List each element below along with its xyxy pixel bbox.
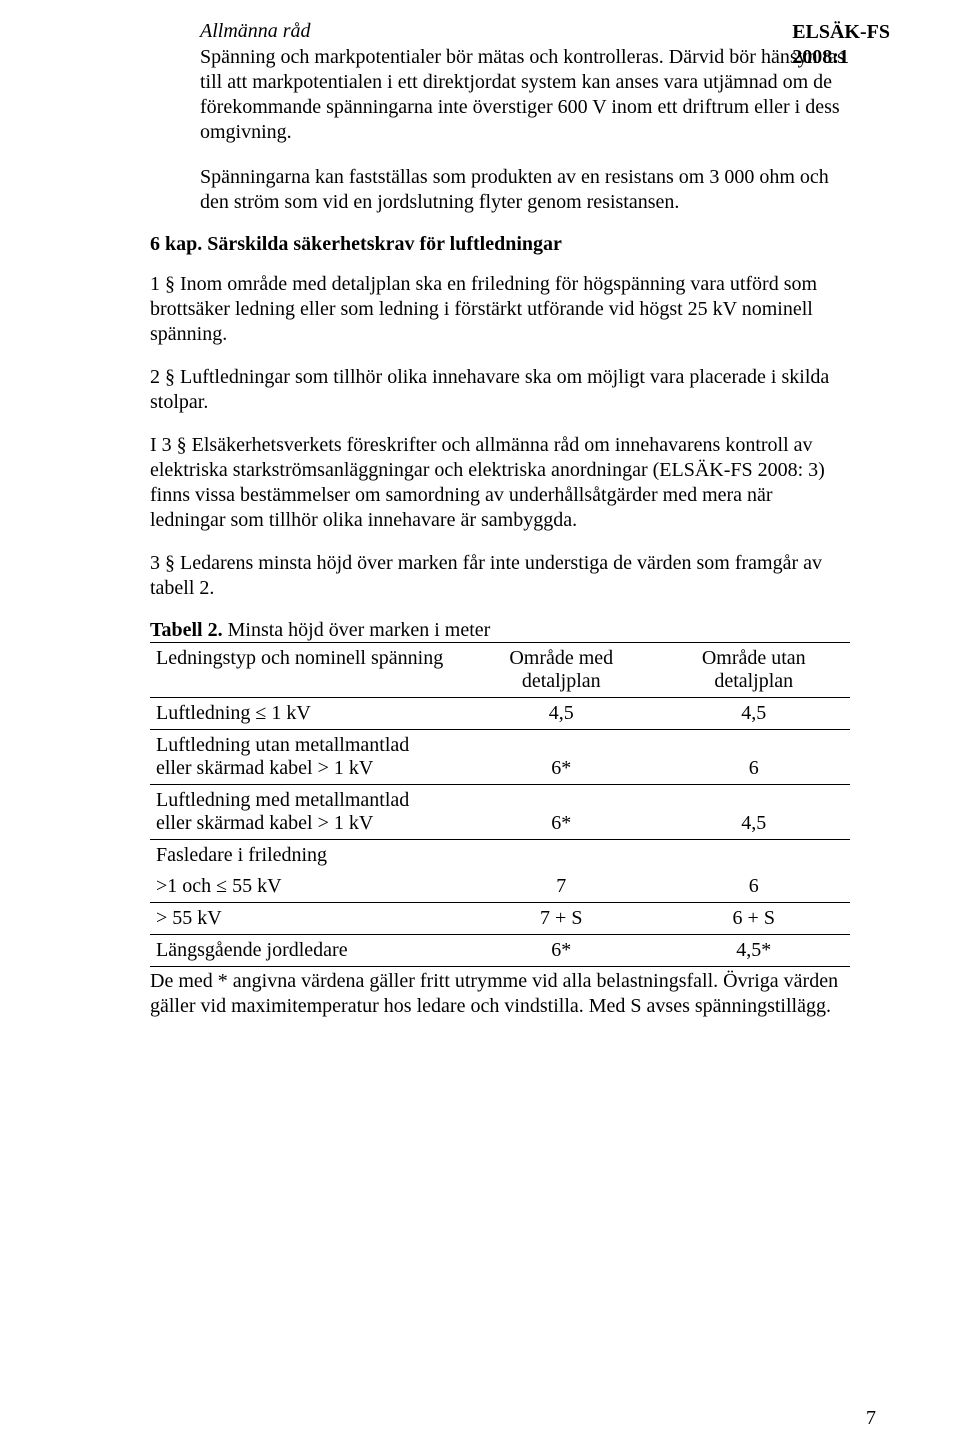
header-line2: 2008:1: [792, 45, 890, 70]
cell-r6-c2: 7 + S: [465, 903, 658, 935]
table-2: Ledningstyp och nominell spänning Område…: [150, 642, 850, 967]
table-row: Luftledning med metallmantlad eller skär…: [150, 785, 850, 840]
table-caption-rest: Minsta höjd över marken i meter: [223, 619, 491, 641]
advice-block: Allmänna råd Spänning och markpotentiale…: [200, 20, 850, 145]
table-header-row: Ledningstyp och nominell spänning Område…: [150, 643, 850, 698]
cell-r7-c2: 6*: [465, 935, 658, 967]
body-para-1: 1 § Inom område med detaljplan ska en fr…: [150, 272, 850, 347]
advice-para-2: Spänningarna kan fastställas som produkt…: [200, 165, 850, 215]
table-row: Fasledare i friledning: [150, 840, 850, 872]
document-page: ELSÄK-FS 2008:1 Allmänna råd Spänning oc…: [0, 0, 960, 1450]
table-row: Luftledning utan metallmantlad eller skä…: [150, 730, 850, 785]
cell-r5-c3: 6: [658, 871, 851, 903]
table-header-c2: Område med detaljplan: [465, 643, 658, 698]
cell-r7-c1: Längsgående jordledare: [150, 935, 465, 967]
table-caption-bold: Tabell 2.: [150, 619, 223, 641]
table-header-c1: Ledningstyp och nominell spänning: [150, 643, 465, 698]
cell-r5-c1: >1 och ≤ 55 kV: [150, 871, 465, 903]
cell-r4-c2: [465, 840, 658, 872]
table-header-c3: Område utan detaljplan: [658, 643, 851, 698]
cell-r2-c3: 6: [658, 730, 851, 785]
cell-r2-c2: 6*: [465, 730, 658, 785]
cell-r6-c1: > 55 kV: [150, 903, 465, 935]
cell-r6-c3: 6 + S: [658, 903, 851, 935]
advice-para-1: Spänning och markpotentialer bör mätas o…: [200, 45, 850, 145]
header-code: ELSÄK-FS 2008:1: [792, 20, 890, 70]
cell-r3-c1: Luftledning med metallmantlad eller skär…: [150, 785, 465, 840]
table-row: >1 och ≤ 55 kV 7 6: [150, 871, 850, 903]
cell-r2-c1: Luftledning utan metallmantlad eller skä…: [150, 730, 465, 785]
cell-r3-c2: 6*: [465, 785, 658, 840]
table-row: > 55 kV 7 + S 6 + S: [150, 903, 850, 935]
body-para-4: 3 § Ledarens minsta höjd över marken får…: [150, 551, 850, 601]
table-row: Längsgående jordledare 6* 4,5*: [150, 935, 850, 967]
body-para-2: 2 § Luftledningar som tillhör olika inne…: [150, 365, 850, 415]
cell-r7-c3: 4,5*: [658, 935, 851, 967]
table-row: Luftledning ≤ 1 kV 4,5 4,5: [150, 698, 850, 730]
chapter-heading: 6 kap. Särskilda säkerhetskrav för luftl…: [150, 233, 850, 256]
body-para-3: I 3 § Elsäkerhetsverkets föreskrifter oc…: [150, 433, 850, 533]
cell-r5-c2: 7: [465, 871, 658, 903]
cell-r4-c1: Fasledare i friledning: [150, 840, 465, 872]
table-caption: Tabell 2. Minsta höjd över marken i mete…: [150, 619, 850, 642]
advice-heading: Allmänna råd: [200, 20, 850, 43]
table-footnote: De med * angivna värdena gäller fritt ut…: [150, 969, 850, 1019]
cell-r3-c3: 4,5: [658, 785, 851, 840]
header-line1: ELSÄK-FS: [792, 20, 890, 45]
page-number: 7: [866, 1407, 876, 1430]
cell-r1-c3: 4,5: [658, 698, 851, 730]
cell-r4-c3: [658, 840, 851, 872]
cell-r1-c1: Luftledning ≤ 1 kV: [150, 698, 465, 730]
cell-r1-c2: 4,5: [465, 698, 658, 730]
